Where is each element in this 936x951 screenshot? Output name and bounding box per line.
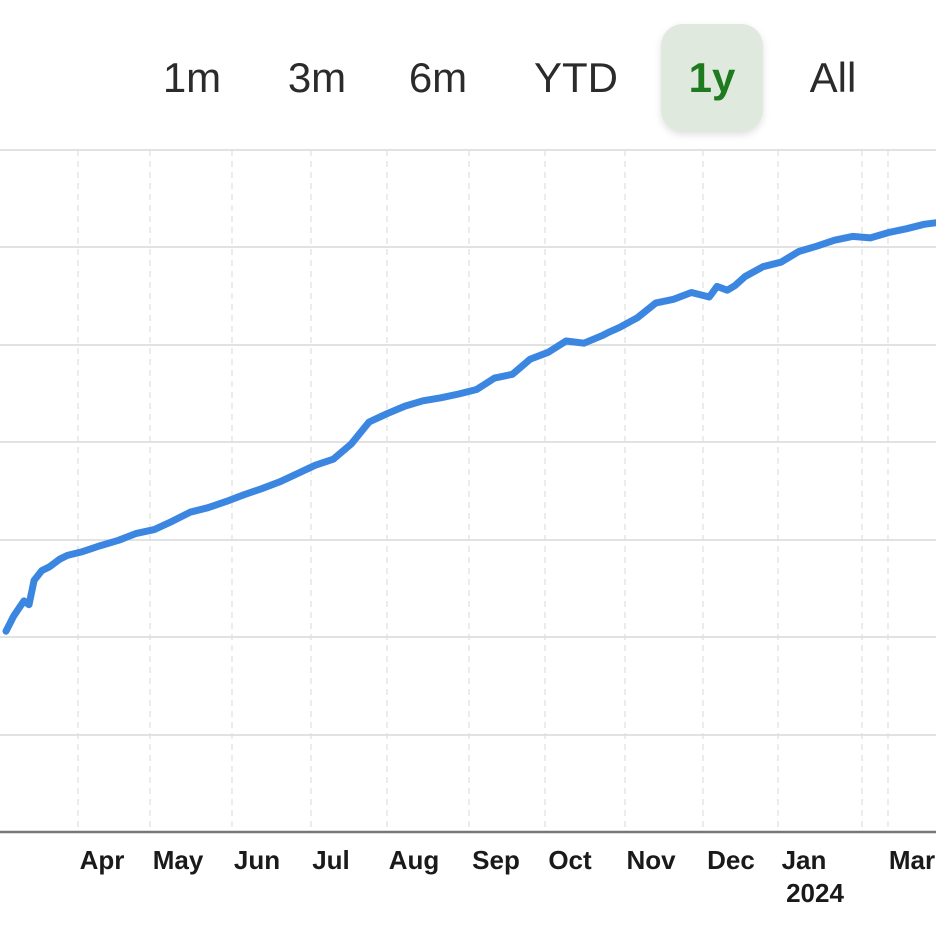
x-tick-label: Apr — [80, 845, 125, 875]
x-tick-label: Jul — [312, 845, 350, 875]
x-tick-year-label: 2024 — [786, 878, 844, 908]
x-tick-label: Sep — [472, 845, 520, 875]
x-tick-label: Dec — [707, 845, 755, 875]
range-6m-button[interactable]: 6m — [408, 54, 468, 101]
series-line — [2, 219, 936, 635]
x-tick-label: Jan — [782, 845, 827, 875]
range-1m-button[interactable]: 1m — [162, 54, 222, 101]
range-selector: 1m 3m 6m YTD 1y All — [0, 0, 936, 150]
x-tick-label: Jun — [234, 845, 280, 875]
x-tick-label: Oct — [548, 845, 592, 875]
x-tick-label: May — [153, 845, 204, 875]
range-all-button[interactable]: All — [809, 54, 857, 101]
range-3m-button[interactable]: 3m — [287, 54, 347, 101]
x-tick-label: Nov — [626, 845, 676, 875]
x-tick-label: Mar — [889, 845, 935, 875]
range-ytd-button[interactable]: YTD — [534, 54, 618, 101]
x-tick-label: Aug — [389, 845, 440, 875]
range-1y-button[interactable]: 1y — [661, 24, 763, 132]
